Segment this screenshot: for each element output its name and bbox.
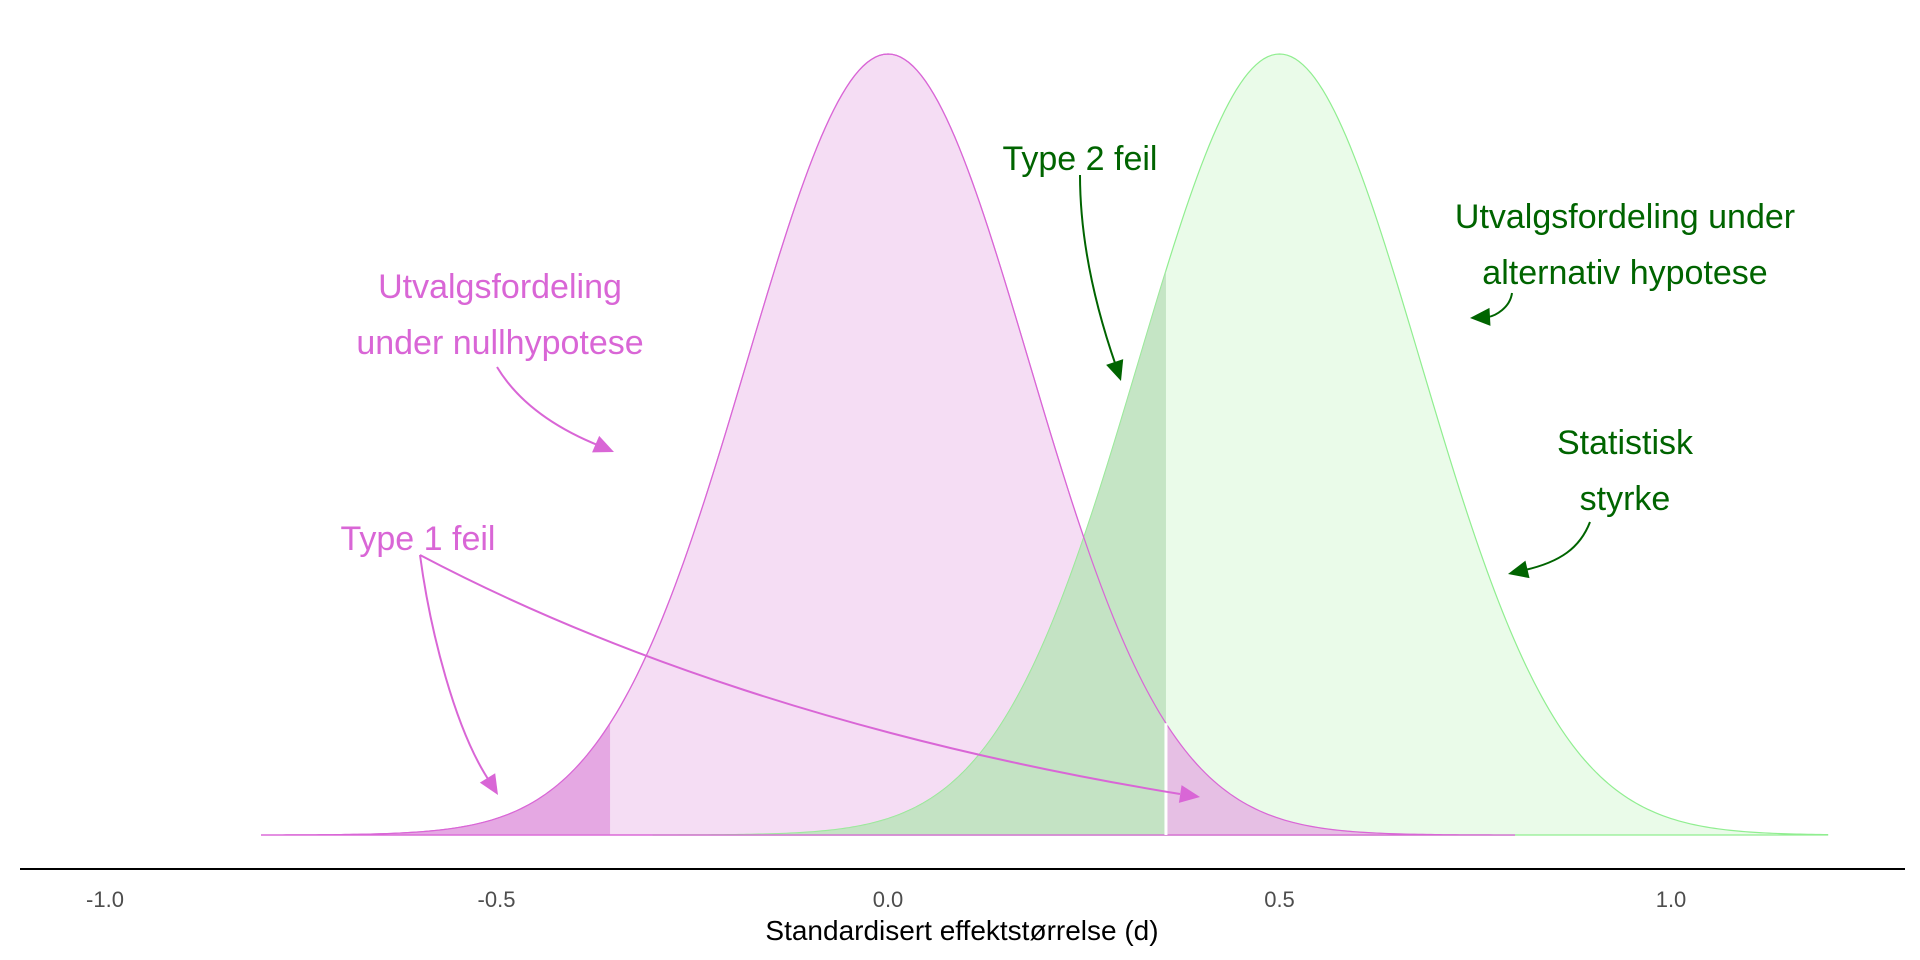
annotation-label: Utvalgsfordeling under nullhypotese bbox=[356, 268, 643, 362]
annotation-label: Type 1 feil bbox=[341, 520, 496, 558]
annotations: Utvalgsfordeling under nullhypotese Type 1… bbox=[341, 140, 1796, 558]
x-tick-label: -0.5 bbox=[478, 887, 516, 912]
arrow-alternative-distribution bbox=[1487, 292, 1513, 318]
arrow-type1-right bbox=[419, 554, 1181, 795]
arrow-null-distribution bbox=[496, 366, 601, 447]
arrow-type2 bbox=[1079, 174, 1117, 367]
annotation-arrows bbox=[419, 174, 1591, 803]
x-tick-label: 0.5 bbox=[1264, 887, 1295, 912]
annotation-label: Type 2 feil bbox=[1003, 140, 1158, 178]
arrowhead bbox=[1178, 785, 1200, 803]
annotation-label: Statistisk styrke bbox=[1557, 424, 1694, 518]
x-tick-label: 0.0 bbox=[873, 887, 904, 912]
arrow-power bbox=[1524, 521, 1591, 571]
chart-plot-area bbox=[261, 53, 1829, 836]
x-axis-title: Standardisert effektstørrelse (d) bbox=[765, 915, 1158, 946]
arrowhead bbox=[1508, 560, 1530, 579]
x-axis-ticks: -1.0 -0.5 0.0 0.5 1.0 bbox=[86, 887, 1686, 912]
type1-left-tail bbox=[261, 723, 611, 835]
arrowhead bbox=[479, 773, 498, 795]
arrowhead bbox=[1470, 307, 1491, 326]
annotation-label: Utvalgsfordeling under alternativ hypotes… bbox=[1455, 198, 1795, 292]
null-distribution-line bbox=[261, 53, 1515, 836]
x-tick-label: 1.0 bbox=[1656, 887, 1687, 912]
alternative-distribution-area bbox=[652, 53, 1829, 836]
arrowhead bbox=[1106, 359, 1124, 381]
x-tick-label: -1.0 bbox=[86, 887, 124, 912]
type1-right-tail bbox=[1165, 723, 1515, 835]
arrow-type1-left bbox=[419, 554, 491, 783]
type2-region bbox=[653, 270, 1166, 835]
arrowhead bbox=[592, 435, 614, 453]
